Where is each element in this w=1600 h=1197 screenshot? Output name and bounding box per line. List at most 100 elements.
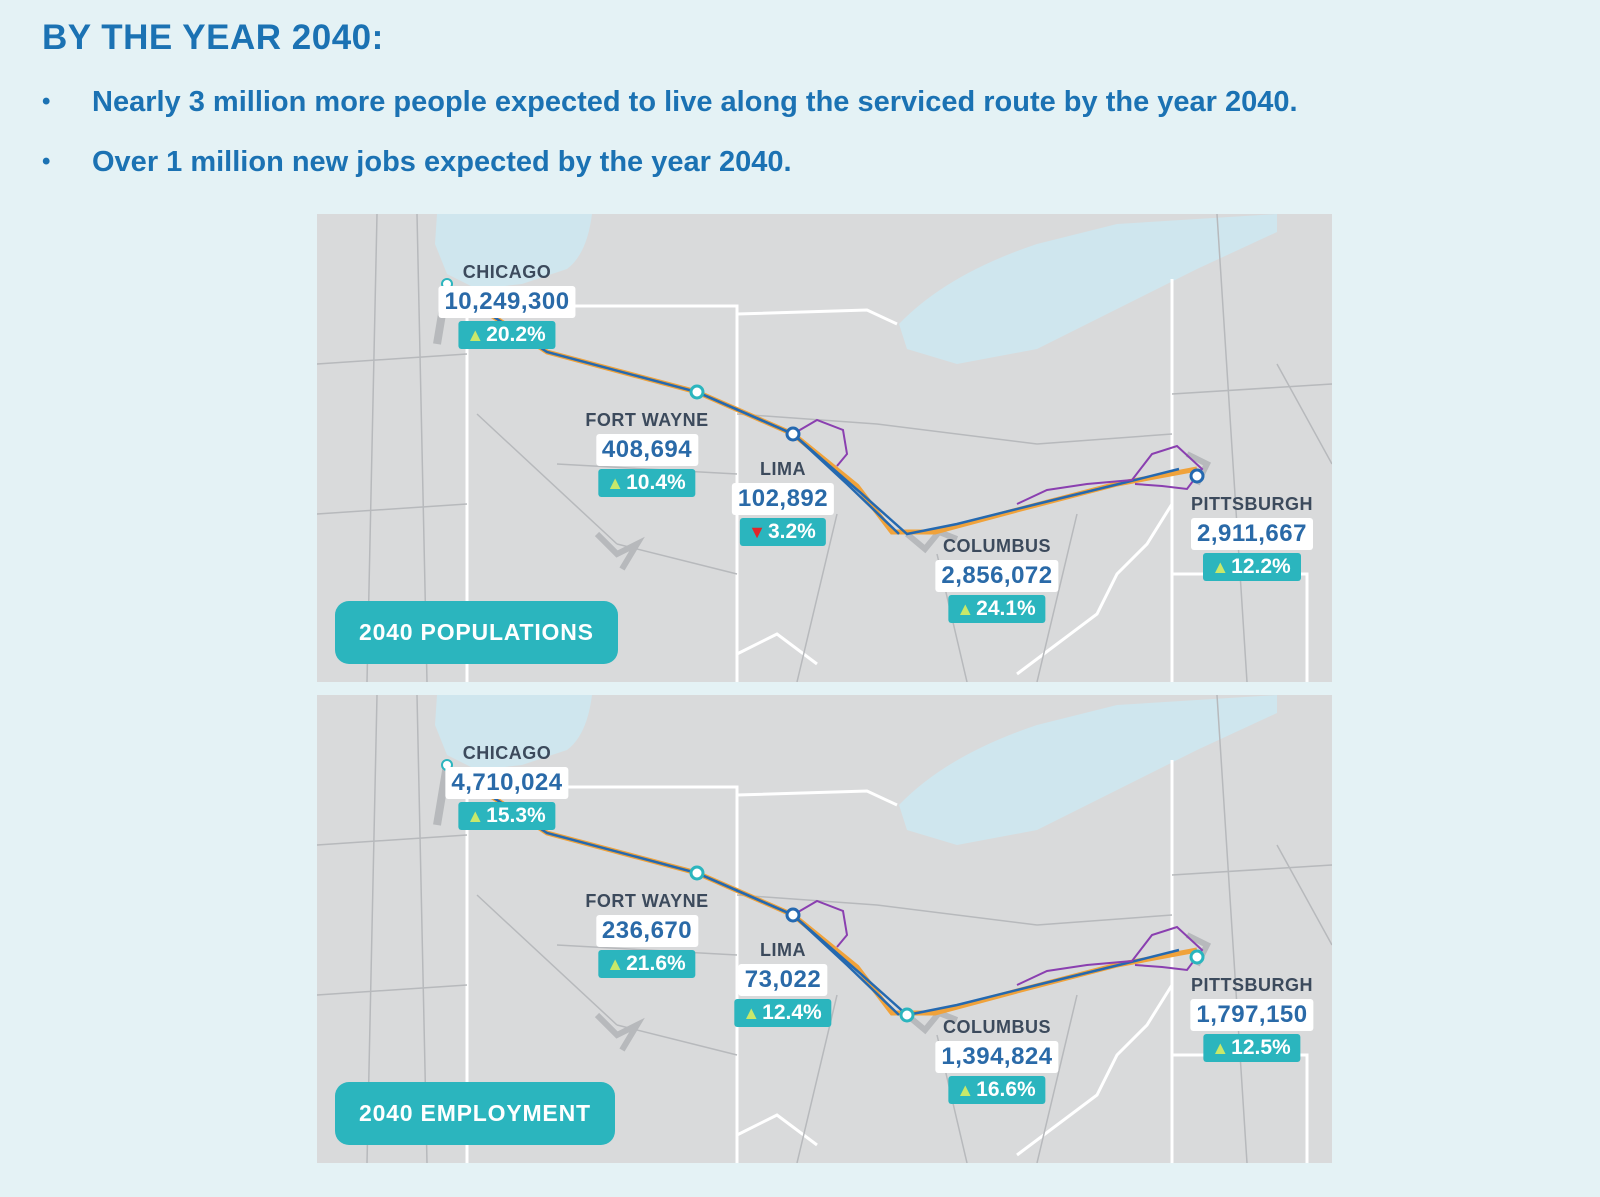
city-name: FORT WAYNE bbox=[585, 891, 709, 911]
station-lima bbox=[785, 426, 801, 442]
city-area bbox=[905, 528, 959, 554]
lake-michigan bbox=[435, 214, 592, 289]
station-fort-wayne bbox=[689, 384, 705, 400]
route-line-blue bbox=[446, 284, 1180, 536]
state-border bbox=[1016, 984, 1174, 1157]
city-fort-wayne: FORT WAYNE 408,694 ▲10.4% bbox=[585, 410, 708, 497]
up-arrow-icon: ▲ bbox=[466, 325, 485, 345]
city-value: 10,249,300 bbox=[438, 286, 576, 318]
city-change-value: 15.3% bbox=[486, 804, 546, 827]
city-name: PITTSBURGH bbox=[1191, 494, 1313, 514]
city-chicago: CHICAGO 10,249,300 ▲20.2% bbox=[438, 262, 576, 349]
city-change-value: 12.4% bbox=[762, 1001, 822, 1024]
route-line-blue bbox=[446, 765, 1180, 1017]
bullet-item: • Nearly 3 million more people expected t… bbox=[42, 82, 1298, 142]
bullet-list: • Nearly 3 million more people expected t… bbox=[42, 82, 1298, 202]
station-pittsburgh bbox=[1189, 949, 1205, 965]
city-name: CHICAGO bbox=[462, 743, 552, 763]
city-value: 2,856,072 bbox=[935, 560, 1059, 592]
city-value: 4,710,024 bbox=[445, 767, 569, 799]
city-change: ▲16.6% bbox=[948, 1076, 1046, 1104]
city-change: ▲20.2% bbox=[458, 321, 556, 349]
map-title-badge: 2040 EMPLOYMENT bbox=[335, 1082, 615, 1145]
city-value: 408,694 bbox=[595, 434, 699, 466]
population-map: CHICAGO 10,249,300 ▲20.2% FORT WAYNE 408… bbox=[317, 214, 1332, 682]
up-arrow-icon: ▲ bbox=[1211, 557, 1230, 577]
city-change-value: 16.6% bbox=[976, 1078, 1036, 1101]
route-line-purple bbox=[1016, 925, 1204, 986]
city-name: CHICAGO bbox=[462, 262, 552, 282]
city-change: ▲12.5% bbox=[1203, 1034, 1301, 1062]
route-line-purple bbox=[1016, 444, 1204, 505]
highway-lines bbox=[317, 214, 1332, 682]
city-name: LIMA bbox=[760, 940, 806, 960]
city-change-value: 12.5% bbox=[1231, 1036, 1291, 1059]
city-area bbox=[433, 764, 451, 826]
city-value: 102,892 bbox=[731, 483, 835, 515]
city-lima: LIMA 73,022 ▲12.4% bbox=[734, 940, 832, 1027]
city-change: ▼3.2% bbox=[740, 518, 826, 546]
up-arrow-icon: ▲ bbox=[1211, 1038, 1230, 1058]
highway-lines bbox=[317, 695, 1332, 1163]
city-name: COLUMBUS bbox=[943, 1017, 1051, 1037]
city-fort-wayne: FORT WAYNE 236,670 ▲21.6% bbox=[585, 891, 708, 978]
city-change-value: 3.2% bbox=[767, 520, 816, 543]
city-change: ▲10.4% bbox=[598, 469, 696, 497]
up-arrow-icon: ▲ bbox=[606, 473, 625, 493]
page-title: BY THE YEAR 2040: bbox=[42, 18, 384, 57]
city-change-value: 20.2% bbox=[486, 323, 546, 346]
up-arrow-icon: ▲ bbox=[956, 599, 975, 619]
city-change-value: 12.2% bbox=[1231, 555, 1291, 578]
state-border bbox=[736, 308, 898, 326]
bullet-dot: • bbox=[42, 148, 51, 175]
city-value: 236,670 bbox=[595, 915, 699, 947]
station-fort-wayne bbox=[689, 865, 705, 881]
city-value: 73,022 bbox=[738, 964, 828, 996]
city-pittsburgh: PITTSBURGH 2,911,667 ▲12.2% bbox=[1191, 494, 1313, 581]
bullet-text: Over 1 million new jobs expected by the … bbox=[92, 146, 792, 178]
city-name: COLUMBUS bbox=[943, 536, 1051, 556]
lake-erie bbox=[899, 214, 1277, 364]
city-change-value: 24.1% bbox=[976, 597, 1036, 620]
route-line-purple bbox=[792, 418, 849, 467]
city-value: 1,394,824 bbox=[935, 1041, 1059, 1073]
city-name: LIMA bbox=[759, 459, 806, 479]
city-value: 1,797,150 bbox=[1190, 999, 1314, 1031]
city-columbus: COLUMBUS 2,856,072 ▲24.1% bbox=[935, 536, 1059, 623]
up-arrow-icon: ▲ bbox=[466, 806, 485, 826]
city-chicago: CHICAGO 4,710,024 ▲15.3% bbox=[445, 743, 569, 830]
city-change: ▲21.6% bbox=[598, 950, 696, 978]
up-arrow-icon: ▲ bbox=[606, 954, 625, 974]
city-area bbox=[905, 1009, 959, 1035]
city-columbus: COLUMBUS 1,394,824 ▲16.6% bbox=[935, 1017, 1059, 1104]
city-value: 2,911,667 bbox=[1191, 518, 1313, 550]
employment-map: CHICAGO 4,710,024 ▲15.3% FORT WAYNE 236,… bbox=[317, 695, 1332, 1163]
up-arrow-icon: ▲ bbox=[742, 1003, 761, 1023]
city-name: PITTSBURGH bbox=[1191, 975, 1313, 995]
bullet-text: Nearly 3 million more people expected to… bbox=[92, 86, 1298, 118]
bullet-item: • Over 1 million new jobs expected by the… bbox=[42, 142, 1298, 202]
city-change: ▲12.2% bbox=[1203, 553, 1301, 581]
station-lima bbox=[785, 907, 801, 923]
city-change: ▲24.1% bbox=[948, 595, 1046, 623]
city-name: FORT WAYNE bbox=[585, 410, 709, 430]
lake-michigan bbox=[435, 695, 592, 770]
city-area bbox=[594, 531, 645, 571]
lake-erie bbox=[899, 695, 1277, 845]
state-border bbox=[736, 789, 898, 807]
city-change: ▲15.3% bbox=[458, 802, 556, 830]
city-pittsburgh: PITTSBURGH 1,797,150 ▲12.5% bbox=[1190, 975, 1314, 1062]
station-pittsburgh bbox=[1189, 468, 1205, 484]
city-change-value: 21.6% bbox=[626, 952, 686, 975]
city-area bbox=[594, 1012, 645, 1052]
down-arrow-icon: ▼ bbox=[748, 522, 766, 542]
route-line-blue bbox=[696, 871, 900, 1016]
route-line-blue bbox=[696, 390, 900, 535]
map-title-badge: 2040 POPULATIONS bbox=[335, 601, 618, 664]
bullet-dot: • bbox=[42, 88, 51, 115]
city-change-value: 10.4% bbox=[626, 471, 686, 494]
city-change: ▲12.4% bbox=[734, 999, 832, 1027]
city-lima: LIMA 102,892 ▼3.2% bbox=[731, 459, 835, 546]
station-columbus bbox=[899, 1007, 915, 1023]
up-arrow-icon: ▲ bbox=[956, 1080, 975, 1100]
